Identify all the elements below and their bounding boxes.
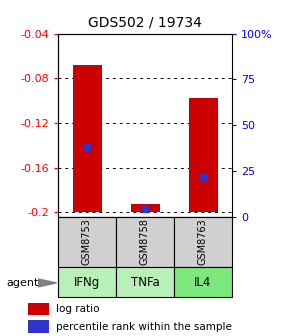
Text: percentile rank within the sample: percentile rank within the sample — [56, 322, 232, 332]
Text: IL4: IL4 — [194, 276, 212, 289]
Text: GSM8758: GSM8758 — [140, 218, 150, 265]
Bar — [72, 65, 102, 212]
Bar — [116, 217, 174, 267]
Text: GSM8753: GSM8753 — [82, 218, 92, 265]
Title: GDS502 / 19734: GDS502 / 19734 — [88, 16, 202, 30]
Bar — [130, 204, 160, 212]
Text: IFNg: IFNg — [74, 276, 100, 289]
Bar — [188, 98, 218, 212]
Text: log ratio: log ratio — [56, 304, 100, 314]
Bar — [174, 267, 232, 297]
Bar — [28, 302, 49, 315]
Bar — [28, 320, 49, 333]
Bar — [116, 267, 174, 297]
Text: GSM8763: GSM8763 — [198, 218, 208, 265]
Bar — [174, 217, 232, 267]
Bar — [58, 217, 116, 267]
Bar — [58, 267, 116, 297]
Polygon shape — [38, 279, 57, 287]
Text: agent: agent — [6, 278, 39, 288]
Text: TNFa: TNFa — [130, 276, 160, 289]
